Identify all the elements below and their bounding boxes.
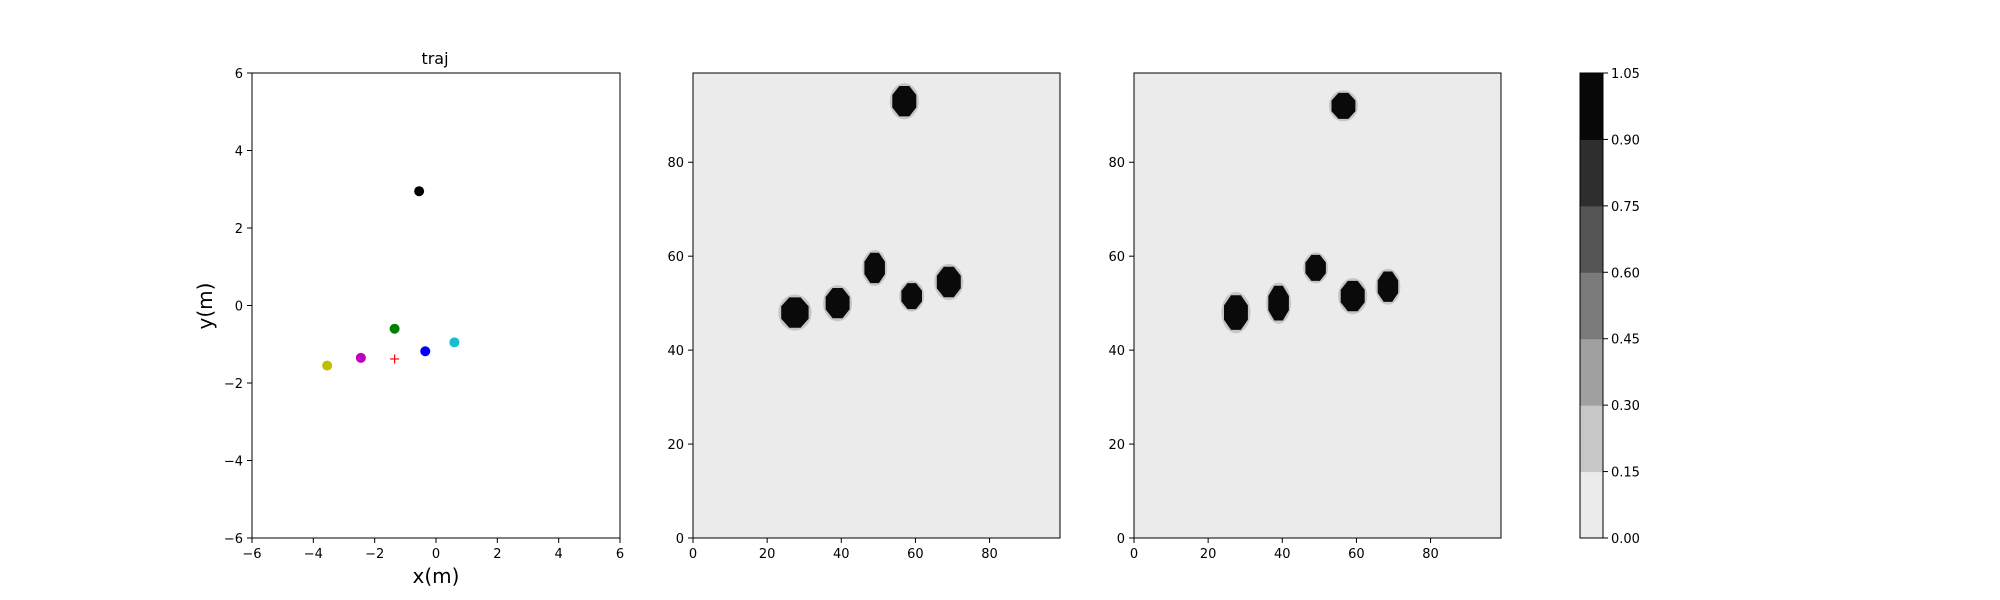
trajectory-y-tick-label: −2 <box>224 377 243 392</box>
trajectory-x-tick-label: 4 <box>555 547 563 562</box>
heatmap-1-x-tick-label: 60 <box>907 547 924 562</box>
colorbar-band <box>1580 73 1603 140</box>
trajectory-x-tick-label: −6 <box>242 547 261 562</box>
heatmap-1-x-tick-label: 40 <box>833 547 850 562</box>
heatmap-1-frame <box>692 72 1061 539</box>
data-point <box>449 337 460 348</box>
data-point <box>322 360 333 371</box>
data-point <box>420 346 431 357</box>
colorbar-tick-label: 0.30 <box>1611 399 1640 414</box>
heatmap-plot-1: 0 20 40 60 80 0 20 40 60 80 <box>667 72 1061 562</box>
colorbar-band <box>1580 471 1603 539</box>
heatmap-2-y-tick-label: 20 <box>1108 438 1125 453</box>
trajectory-y-tick-label: 2 <box>235 222 243 237</box>
heatmap-1-y-tick-label: 60 <box>667 250 684 265</box>
trajectory-x-tick-label: −2 <box>365 547 384 562</box>
colorbar-tick-label: 0.75 <box>1611 200 1640 215</box>
heatmap-blob <box>1340 280 1365 312</box>
trajectory-y-tick-label: 6 <box>235 67 243 82</box>
heatmap-1-x-tick-label: 80 <box>981 547 998 562</box>
colorbar-band <box>1580 272 1603 340</box>
heatmap-1-x-tick-label: 20 <box>759 547 776 562</box>
trajectory-x-axis-label: x(m) <box>413 564 460 588</box>
heatmap-blob <box>864 252 885 284</box>
heatmap-2-y-tick-label: 80 <box>1108 156 1125 171</box>
trajectory-x-tick-label: 0 <box>432 547 440 562</box>
heatmap-2-y-tick-label: 60 <box>1108 250 1125 265</box>
heatmap-2-x-tick-label: 60 <box>1348 547 1365 562</box>
heatmap-1-x-tick-label: 0 <box>689 547 697 562</box>
heatmap-blob <box>1331 92 1356 119</box>
colorbar-tick-label: 0.90 <box>1611 133 1640 148</box>
heatmap-2-x-tick-label: 40 <box>1274 547 1291 562</box>
trajectory-y-tick-label: −4 <box>224 455 243 470</box>
trajectory-x-tick-label: 2 <box>493 547 501 562</box>
trajectory-y-tick-label: 4 <box>235 145 243 160</box>
colorbar-band <box>1580 405 1603 473</box>
colorbar-tick-label: 0.15 <box>1611 466 1640 481</box>
trajectory-plot: traj −6 −4 −2 0 2 4 6 −6 −4 −2 0 2 4 6 x(m) y(m) <box>193 49 624 588</box>
colorbar-tick-label: 0.60 <box>1611 266 1640 281</box>
data-point <box>414 186 425 197</box>
trajectory-y-axis-label: y(m) <box>193 283 217 330</box>
heatmap-1-background <box>693 73 1060 538</box>
data-point <box>389 323 400 334</box>
heatmap-blob <box>825 288 850 319</box>
heatmap-1-y-tick-label: 80 <box>667 156 684 171</box>
colorbar-band <box>1580 338 1603 406</box>
heatmap-2-x-tick-label: 20 <box>1200 547 1217 562</box>
heatmap-blob <box>892 86 917 117</box>
heatmap-blob <box>1224 295 1248 330</box>
heatmap-blob <box>936 266 961 298</box>
heatmap-2-x-tick-label: 80 <box>1422 547 1439 562</box>
trajectory-x-tick-label: −4 <box>304 547 323 562</box>
heatmap-1-y-tick-label: 40 <box>667 344 684 359</box>
data-point-plus <box>390 354 400 364</box>
colorbar-band <box>1580 139 1603 207</box>
heatmap-blob <box>781 297 809 328</box>
heatmap-2-x-tick-label: 0 <box>1130 547 1138 562</box>
colorbar-tick-label: 0.45 <box>1611 333 1640 348</box>
heatmap-2-frame <box>1133 72 1502 539</box>
heatmap-2-y-tick-label: 0 <box>1117 532 1125 547</box>
trajectory-y-tick-label: −6 <box>224 532 243 547</box>
heatmap-blob <box>1377 271 1399 302</box>
colorbar-tick-label: 0.00 <box>1611 532 1640 547</box>
heatmap-2-background <box>1134 73 1501 538</box>
trajectory-x-tick-label: 6 <box>616 547 624 562</box>
heatmap-blob <box>1305 254 1326 281</box>
colorbar-frame <box>1579 72 1604 539</box>
colorbar-tick-label: 1.05 <box>1611 67 1640 82</box>
heatmap-plot-2: 0 20 40 60 80 0 20 40 60 80 <box>1108 72 1502 562</box>
heatmap-blob <box>1268 285 1289 321</box>
heatmap-1-y-tick-label: 20 <box>667 438 684 453</box>
trajectory-y-tick-label: 0 <box>235 300 243 315</box>
colorbar-band <box>1580 205 1603 273</box>
heatmap-2-y-tick-label: 40 <box>1108 344 1125 359</box>
heatmap-1-y-tick-label: 0 <box>676 532 684 547</box>
heatmap-blob <box>901 283 922 310</box>
trajectory-title: traj <box>421 49 448 68</box>
data-point <box>355 352 366 363</box>
colorbar: 0.00 0.15 0.30 0.45 0.60 0.75 0.90 1.05 <box>1579 67 1640 547</box>
trajectory-plot-frame <box>251 72 621 539</box>
